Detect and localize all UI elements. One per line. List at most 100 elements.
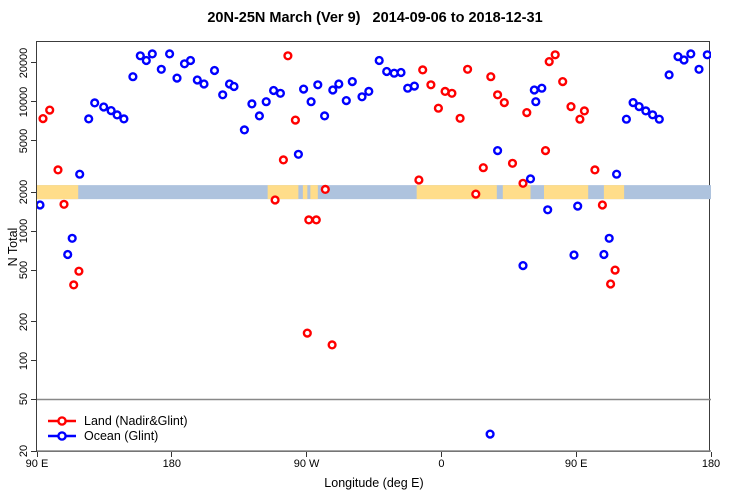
land-point	[304, 215, 314, 225]
y-tick-mark	[31, 269, 36, 271]
land-point	[471, 189, 481, 199]
x-axis-title: Longitude (deg E)	[324, 476, 424, 490]
ocean-point	[99, 102, 109, 112]
land-point	[53, 165, 63, 175]
ocean-point	[702, 50, 711, 60]
legend: Land (Nadir&Glint) Ocean (Glint)	[47, 413, 188, 443]
ocean-point	[254, 111, 265, 121]
ocean-point	[364, 86, 374, 97]
land-point	[414, 175, 424, 185]
strip-land-segment	[603, 185, 625, 200]
land-point	[550, 50, 560, 60]
ocean-point	[320, 111, 330, 121]
land-marker-icon	[48, 415, 76, 426]
land-point	[507, 158, 518, 168]
land-point	[499, 97, 509, 108]
x-tick-mark	[171, 452, 173, 457]
y-tick-label: 5000	[18, 128, 30, 153]
land-point	[558, 76, 568, 87]
strip-ocean	[37, 185, 711, 200]
ocean-point	[621, 114, 632, 124]
land-point	[447, 88, 457, 98]
strip-land-segment	[416, 185, 497, 200]
ocean-point	[628, 97, 638, 108]
land-point	[486, 72, 496, 82]
ocean-point	[147, 49, 157, 59]
ocean-point	[229, 81, 239, 92]
ocean-point	[106, 105, 116, 116]
ocean-point	[75, 169, 85, 179]
ocean-point	[185, 55, 196, 66]
land-point	[455, 113, 465, 123]
ocean-point	[67, 233, 77, 243]
ocean-point	[485, 429, 495, 439]
land-point	[69, 280, 79, 290]
land-point	[590, 165, 600, 175]
ocean-point	[599, 249, 609, 260]
land-point	[290, 115, 301, 125]
ocean-point	[686, 49, 696, 59]
ocean-point	[165, 49, 175, 59]
legend-label-land: Land (Nadir&Glint)	[84, 413, 188, 428]
x-tick-mark	[36, 452, 38, 457]
ocean-point	[63, 249, 73, 260]
land-point	[575, 114, 585, 124]
strip-land-segment	[310, 185, 318, 200]
ocean-point	[543, 205, 553, 215]
ocean-point	[141, 55, 151, 66]
ocean-point	[334, 79, 344, 89]
land-point	[597, 200, 608, 210]
y-tick-label: 500	[18, 260, 30, 280]
land-point	[426, 80, 436, 90]
ocean-point	[313, 80, 323, 90]
legend-item-ocean: Ocean (Glint)	[47, 428, 188, 443]
ocean-point	[293, 149, 304, 159]
ocean-point	[573, 201, 583, 211]
ocean-point	[328, 85, 338, 95]
ocean-point	[341, 95, 351, 106]
plot-area-border	[36, 41, 710, 452]
y-tick-mark	[31, 398, 36, 400]
ocean-point	[119, 114, 129, 124]
ocean-point	[135, 51, 145, 61]
land-point	[518, 178, 528, 188]
strip-land-segment	[302, 185, 308, 200]
y-tick-label: 100	[18, 351, 30, 370]
land-point	[478, 163, 488, 173]
land-point	[522, 107, 532, 118]
land-point	[302, 328, 312, 338]
y-tick-label: 20	[18, 444, 30, 458]
ocean-point	[529, 85, 539, 95]
y-tick-mark	[31, 450, 36, 452]
ocean-point	[112, 110, 122, 120]
x-tick-mark	[575, 452, 577, 457]
land-point	[540, 145, 551, 156]
x-tick-mark	[306, 452, 308, 457]
y-tick-mark	[31, 62, 36, 64]
y-tick-mark	[31, 230, 36, 232]
land-point	[327, 340, 337, 350]
legend-item-land: Land (Nadir&Glint)	[47, 413, 188, 428]
ocean-point	[654, 114, 664, 124]
ocean-point	[84, 114, 94, 124]
land-point	[59, 199, 69, 209]
land-point	[278, 155, 289, 165]
ocean-point	[611, 169, 622, 179]
x-tick-label: 90 W	[293, 458, 320, 470]
land-point	[579, 106, 590, 116]
ocean-point	[396, 67, 406, 78]
y-tick-mark	[31, 101, 36, 103]
ocean-point	[664, 70, 674, 80]
ocean-point	[382, 66, 392, 77]
ocean-point	[518, 261, 528, 271]
ocean-point	[192, 75, 202, 85]
land-point	[320, 184, 330, 195]
ocean-point	[306, 97, 316, 107]
land-point	[311, 215, 321, 225]
ocean-point	[299, 84, 309, 94]
x-tick-label: 0	[438, 458, 445, 470]
ocean-point	[172, 73, 182, 83]
land-point	[493, 90, 503, 100]
land-point	[433, 103, 444, 113]
ocean-point	[409, 81, 420, 91]
